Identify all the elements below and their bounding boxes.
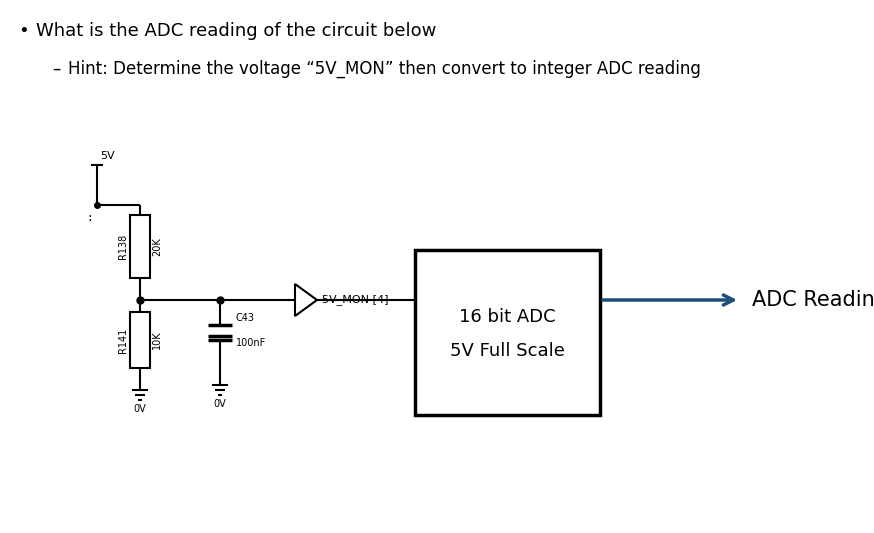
Text: –: –	[52, 60, 60, 78]
Text: 100nF: 100nF	[236, 338, 267, 348]
Text: •: •	[18, 22, 29, 40]
Polygon shape	[295, 284, 317, 316]
Text: R138: R138	[118, 234, 128, 259]
Text: What is the ADC reading of the circuit below: What is the ADC reading of the circuit b…	[36, 22, 436, 40]
Text: 20K: 20K	[152, 237, 162, 256]
Text: 10K: 10K	[152, 330, 162, 349]
Text: 5V Full Scale: 5V Full Scale	[450, 342, 565, 359]
Text: :: :	[87, 213, 93, 223]
Text: 5V_MON [4]: 5V_MON [4]	[322, 295, 389, 305]
Text: C43: C43	[236, 313, 255, 323]
Text: 16 bit ADC: 16 bit ADC	[459, 309, 556, 327]
Text: Hint: Determine the voltage “5V_MON” then convert to integer ADC reading: Hint: Determine the voltage “5V_MON” the…	[68, 60, 701, 78]
Text: 5V: 5V	[100, 151, 114, 161]
Bar	[415, 250, 600, 415]
Bar	[130, 312, 150, 368]
Text: 0V: 0V	[134, 404, 146, 414]
Text: R141: R141	[118, 327, 128, 353]
Text: ADC Reading: ADC Reading	[752, 290, 874, 310]
Text: 0V: 0V	[213, 399, 226, 409]
Bar	[130, 215, 150, 278]
